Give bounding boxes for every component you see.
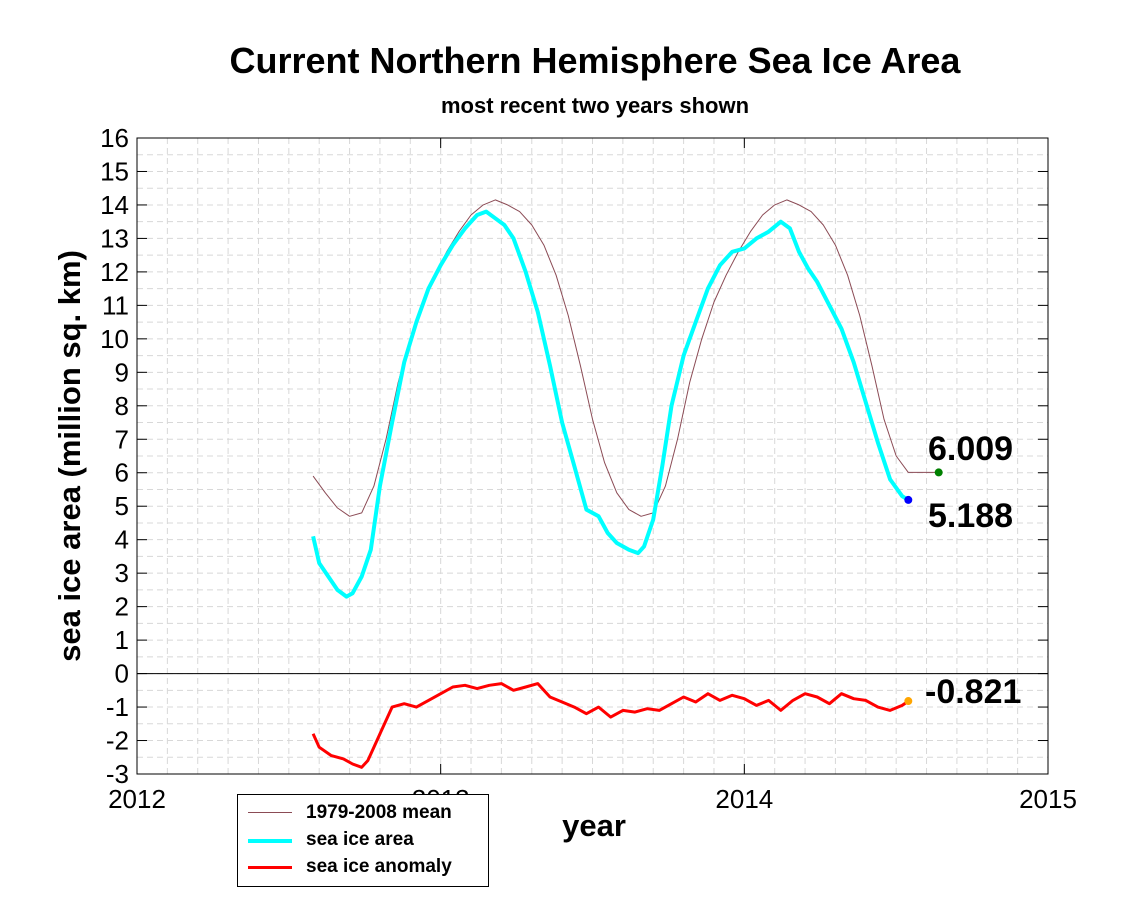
y-tick-label: -1 xyxy=(106,692,129,722)
y-tick-label: 15 xyxy=(100,156,129,186)
mean-endpoint-marker xyxy=(934,468,943,477)
legend-label-area: sea ice area xyxy=(306,829,414,850)
y-tick-label: -2 xyxy=(106,726,129,756)
plot-frame xyxy=(136,137,1049,775)
y-tick-label: 2 xyxy=(115,592,129,622)
series-line-anomaly xyxy=(311,682,910,769)
y-tick-label: 0 xyxy=(115,659,129,689)
x-tick-label: 2012 xyxy=(108,784,166,814)
x-tick-label: 2015 xyxy=(1019,784,1077,814)
legend-label-anomaly: sea ice anomaly xyxy=(306,856,452,877)
legend-swatch-area xyxy=(248,839,292,843)
anomaly-endpoint-marker xyxy=(904,697,913,706)
chart-title: Current Northern Hemisphere Sea Ice Area xyxy=(230,40,962,81)
legend-swatch-anomaly xyxy=(248,866,292,869)
y-tick-label: 6 xyxy=(115,458,129,488)
mean-value-label: 6.009 xyxy=(928,430,1013,468)
y-tick-label: 5 xyxy=(115,491,129,521)
legend-label-mean: 1979-2008 mean xyxy=(306,802,452,823)
series-line-area xyxy=(311,209,910,599)
anomaly-value-label: -0.821 xyxy=(925,673,1021,711)
x-axis-label: year xyxy=(562,808,626,843)
y-tick-label: 1 xyxy=(115,625,129,655)
legend-item-mean: 1979-2008 mean xyxy=(238,801,488,825)
grid xyxy=(136,137,1049,775)
y-tick-label: -3 xyxy=(106,759,129,789)
y-tick-label: 9 xyxy=(115,357,129,387)
y-tick-label: 12 xyxy=(100,257,129,287)
y-tick-label: 4 xyxy=(115,525,129,555)
area-endpoint-marker xyxy=(904,495,913,504)
y-tick-label: 16 xyxy=(100,123,129,153)
y-tick-label: 13 xyxy=(100,223,129,253)
y-tick-label: 7 xyxy=(115,424,129,454)
legend-swatch-mean xyxy=(248,812,292,813)
endpoint-markers xyxy=(904,468,943,706)
area-value-label: 5.188 xyxy=(928,497,1013,535)
y-tick-label: 3 xyxy=(115,558,129,588)
legend-item-area: sea ice area xyxy=(238,828,488,852)
y-tick-label: 10 xyxy=(100,324,129,354)
y-axis-label: sea ice area (million sq. km) xyxy=(52,250,87,662)
chart-subtitle: most recent two years shown xyxy=(441,93,749,118)
series-layer xyxy=(311,199,939,769)
y-tick-label: 14 xyxy=(100,190,129,220)
x-tick-label: 2014 xyxy=(715,784,773,814)
y-tick-label: 11 xyxy=(102,290,129,320)
legend: 1979-2008 mean sea ice area sea ice anom… xyxy=(237,794,489,887)
legend-item-anomaly: sea ice anomaly xyxy=(238,855,488,879)
y-tick-label: 8 xyxy=(115,391,129,421)
